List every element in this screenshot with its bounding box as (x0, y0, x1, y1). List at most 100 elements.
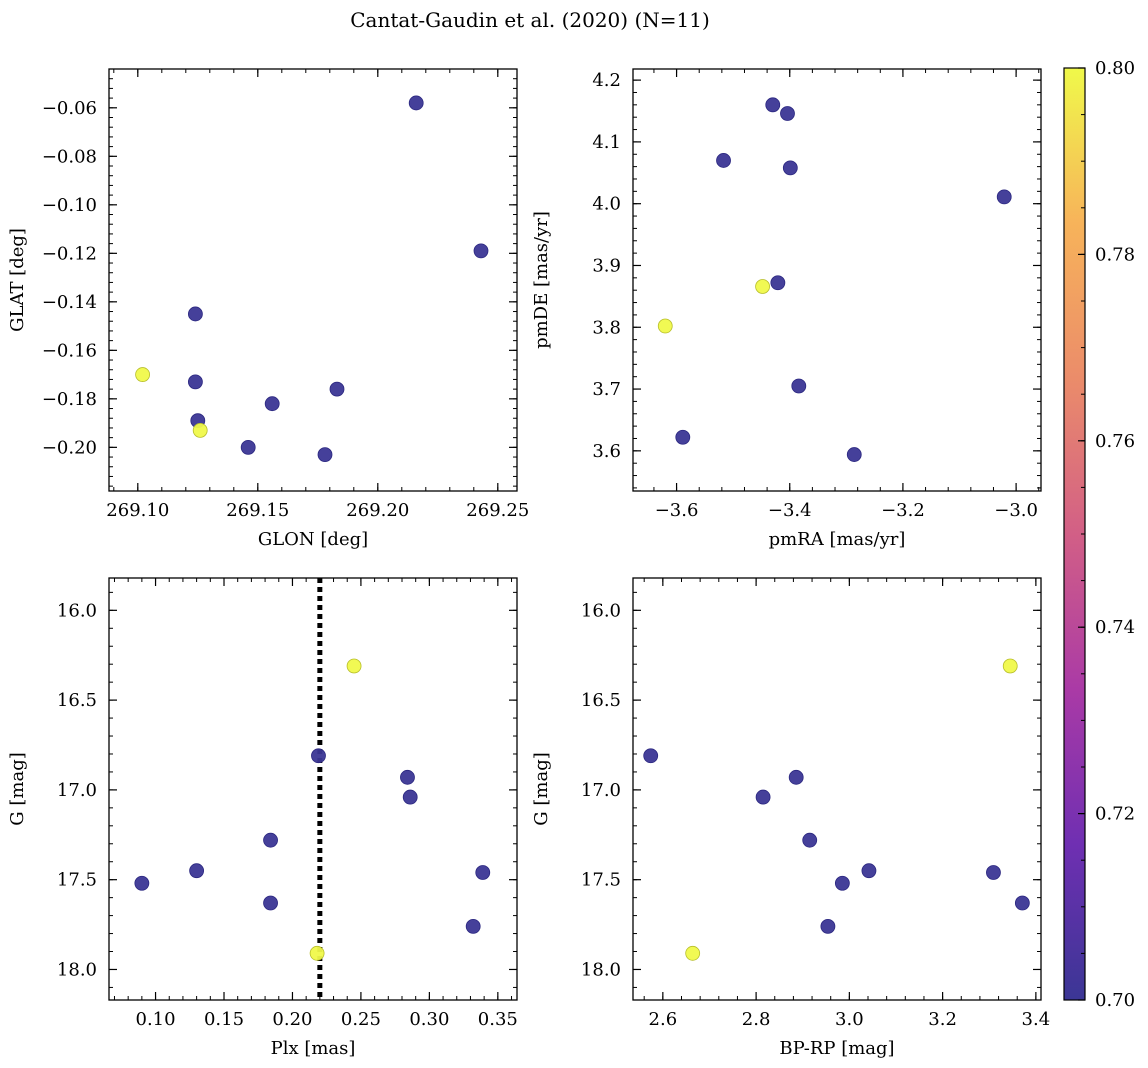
y-tick-label: 16.0 (57, 600, 97, 621)
axes-frame (108, 577, 518, 1001)
x-axis-label: pmRA [mas/yr] (769, 529, 906, 550)
y-tick-label: 18.0 (581, 959, 621, 980)
data-point (996, 189, 1012, 205)
data-point (402, 789, 418, 805)
data-point (716, 153, 731, 168)
x-axis-label: GLON [deg] (258, 529, 368, 550)
data-point (802, 832, 818, 848)
y-tick-label: 17.5 (57, 870, 97, 891)
data-point (780, 106, 795, 121)
y-tick-label: −0.06 (42, 98, 97, 119)
x-tick-label: 0.10 (136, 1009, 176, 1030)
x-tick-label: 0.35 (478, 1009, 518, 1030)
x-tick-label: 269.15 (226, 500, 289, 521)
y-tick-label: 3.9 (592, 255, 621, 276)
y-tick-label: −0.14 (42, 292, 97, 313)
x-tick-label: 3.2 (928, 1009, 957, 1030)
figure-title: Cantat-Gaudin et al. (2020) (N=11) (350, 8, 710, 32)
data-point (134, 875, 150, 891)
x-axis-label: BP-RP [mag] (779, 1038, 894, 1059)
x-tick-label: −3.6 (655, 500, 699, 521)
y-tick-label: 4.1 (592, 132, 621, 153)
x-tick-label: 0.20 (272, 1009, 312, 1030)
colorbar-tick-label: 0.72 (1095, 804, 1135, 825)
data-point (788, 769, 804, 785)
y-tick-label: −0.08 (42, 146, 97, 167)
x-tick-label: 2.6 (649, 1009, 678, 1030)
data-point (135, 367, 151, 382)
x-tick-label: 3.4 (1022, 1009, 1051, 1030)
y-tick-label: 3.6 (592, 441, 621, 462)
data-point (187, 374, 203, 390)
x-tick-label: 3.0 (835, 1009, 864, 1030)
panel-glon-glat: 269.10 269.15 269.20 269.25 −0.06 −0.08 −0.10 −… (7, 68, 529, 550)
x-tick-label: 269.20 (346, 500, 409, 521)
data-point (685, 945, 701, 961)
data-point (834, 875, 850, 891)
y-tick-label: −0.10 (42, 195, 97, 216)
y-tick-label: 17.0 (57, 780, 97, 801)
data-point (755, 789, 771, 805)
panel-pmra-pmde: −3.6 −3.4 −3.2 −3.0 4.2 4.1 4.0 3.9 3.8 3.7 3.6 pmR… (531, 68, 1042, 550)
x-tick-label: −3.0 (994, 500, 1038, 521)
colorbar-tick-label: 0.76 (1095, 431, 1135, 452)
y-tick-label: 16.5 (581, 690, 621, 711)
y-axis-label: GLAT [deg] (7, 228, 28, 332)
data-point (187, 306, 203, 322)
axes-frame (632, 577, 1042, 1001)
x-tick-label: 269.10 (106, 500, 169, 521)
y-tick-label: 3.7 (592, 379, 621, 400)
data-point (657, 318, 673, 334)
data-point (846, 447, 862, 462)
y-axis-label: G [mag] (531, 752, 552, 825)
data-point (346, 658, 362, 674)
data-point (782, 160, 798, 176)
x-tick-label: 0.15 (204, 1009, 244, 1030)
data-point (755, 279, 770, 294)
y-axis-label: G [mag] (7, 752, 28, 825)
data-point (189, 863, 205, 879)
data-point (329, 381, 345, 397)
y-tick-label: 3.8 (592, 317, 621, 338)
data-point (408, 95, 424, 111)
y-tick-label: 18.0 (57, 959, 97, 980)
y-axis-label: pmDE [mas/yr] (531, 211, 552, 349)
data-point (192, 422, 208, 438)
x-tick-label: −3.4 (768, 500, 812, 521)
data-point (770, 275, 786, 291)
data-point (861, 863, 877, 879)
y-tick-label: 4.2 (592, 70, 621, 91)
data-point (986, 865, 1001, 880)
x-axis-label: Plx [mas] (271, 1038, 356, 1059)
axes-frame (108, 68, 518, 492)
axes-frame (632, 68, 1042, 492)
colorbar-tick-label: 0.80 (1095, 58, 1135, 79)
y-tick-label: −0.12 (42, 243, 97, 264)
y-tick-label: −0.20 (42, 437, 97, 458)
x-tick-label: 0.25 (341, 1009, 381, 1030)
data-point (820, 918, 836, 934)
data-point (791, 378, 807, 394)
y-tick-label: 16.5 (57, 690, 97, 711)
panel-bprp-g: 2.6 2.8 3.0 3.2 3.4 16.0 16.5 17.0 17.5 18.0 BP-RP… (531, 577, 1051, 1059)
colorbar-tick-label: 0.78 (1095, 244, 1135, 265)
x-tick-label: −3.2 (881, 500, 925, 521)
data-point (309, 945, 325, 961)
data-point (311, 748, 326, 764)
data-point (675, 429, 691, 445)
data-point (765, 97, 781, 113)
y-tick-label: −0.18 (42, 389, 97, 410)
x-tick-label: 2.8 (742, 1009, 771, 1030)
data-point (1014, 895, 1030, 911)
x-tick-label: 269.25 (466, 500, 529, 521)
data-point (1002, 658, 1018, 674)
data-point (240, 439, 256, 455)
y-tick-label: 17.0 (581, 780, 621, 801)
y-tick-label: −0.16 (42, 340, 97, 361)
panel-plx-g: 0.10 0.15 0.20 0.25 0.30 0.35 16.0 16.5 17.0 17.5… (7, 577, 518, 1059)
data-point (400, 769, 415, 785)
x-tick-label: 0.30 (409, 1009, 449, 1030)
y-tick-label: 16.0 (581, 600, 621, 621)
